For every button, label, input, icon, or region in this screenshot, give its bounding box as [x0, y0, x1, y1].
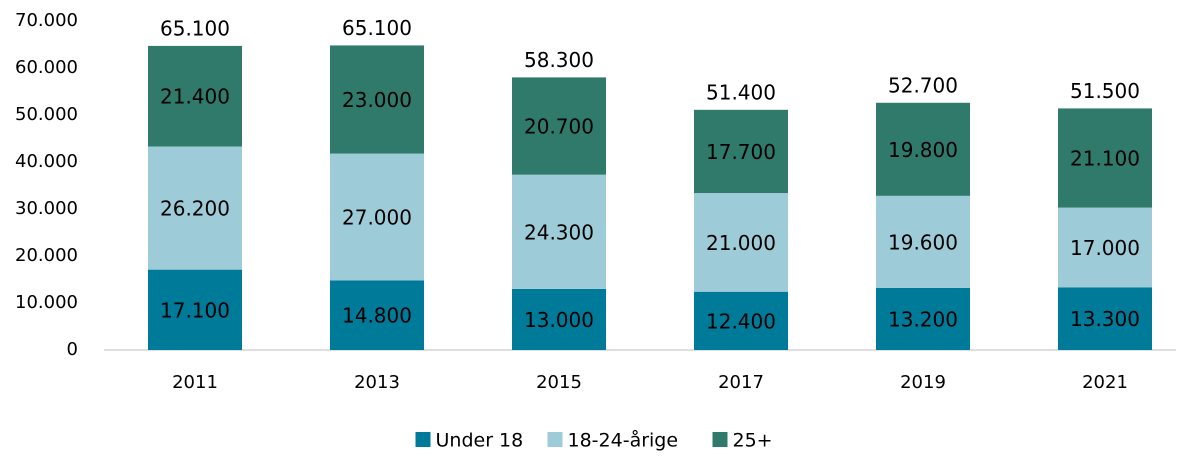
y-tick-label: 30.000: [15, 198, 78, 219]
bar-segment: [330, 153, 424, 281]
legend-swatch: [415, 432, 431, 447]
bar-segment: [694, 193, 788, 292]
legend-swatch: [712, 432, 728, 447]
legend-label: 25+: [733, 430, 773, 452]
data-label: 17.700: [706, 140, 776, 164]
bar-segment: [330, 45, 424, 154]
total-label: 51.500: [1070, 79, 1140, 103]
legend-label: Under 18: [436, 430, 524, 452]
x-tick-label: 2019: [900, 372, 946, 393]
bar-segment: [1058, 108, 1152, 208]
y-tick-label: 60.000: [15, 57, 78, 78]
bar-segment: [1058, 287, 1152, 350]
bar-segment: [148, 146, 242, 270]
legend-swatch: [547, 432, 563, 447]
bar-segment: [512, 77, 606, 175]
data-label: 13.000: [524, 308, 594, 332]
data-label: 12.400: [706, 309, 776, 333]
y-tick-label: 20.000: [15, 245, 78, 266]
data-label: 21.100: [1070, 147, 1140, 171]
data-label: 26.200: [160, 197, 230, 221]
data-label: 20.700: [524, 115, 594, 139]
data-label: 17.100: [160, 298, 230, 322]
bar-segment: [512, 288, 606, 350]
total-label: 58.300: [524, 48, 594, 72]
total-label: 51.400: [706, 80, 776, 104]
x-tick-label: 2015: [536, 372, 582, 393]
bar-segment: [694, 291, 788, 350]
y-tick-label: 0: [67, 339, 78, 360]
y-tick-label: 70.000: [15, 10, 78, 31]
data-label: 13.200: [888, 307, 958, 331]
data-label: 14.800: [342, 304, 412, 328]
data-label: 21.400: [160, 85, 230, 109]
legend-label: 18-24-årige: [568, 429, 679, 452]
bar-segment: [148, 45, 242, 147]
bar-segment: [876, 195, 970, 288]
bar-segment: [694, 109, 788, 194]
x-tick-label: 2021: [1082, 372, 1128, 393]
data-label: 19.600: [888, 230, 958, 254]
data-label: 17.000: [1070, 236, 1140, 260]
bar-segment: [1058, 207, 1152, 288]
data-label: 21.000: [706, 231, 776, 255]
data-label: 24.300: [524, 220, 594, 244]
bar-segment: [512, 174, 606, 289]
total-label: 52.700: [888, 73, 958, 97]
data-label: 23.000: [342, 88, 412, 112]
bar-segment: [876, 102, 970, 196]
x-tick-label: 2017: [718, 372, 764, 393]
data-label: 19.800: [888, 138, 958, 162]
total-label: 65.100: [160, 16, 230, 40]
total-label: 65.100: [342, 16, 412, 40]
data-label: 13.300: [1070, 307, 1140, 331]
y-tick-label: 10.000: [15, 292, 78, 313]
y-tick-label: 50.000: [15, 104, 78, 125]
x-tick-label: 2013: [354, 372, 400, 393]
y-tick-label: 40.000: [15, 151, 78, 172]
data-label: 27.000: [342, 205, 412, 229]
bar-segment: [876, 287, 970, 350]
bar-segment: [148, 269, 242, 350]
bar-segment: [330, 280, 424, 350]
x-tick-label: 2011: [172, 372, 218, 393]
